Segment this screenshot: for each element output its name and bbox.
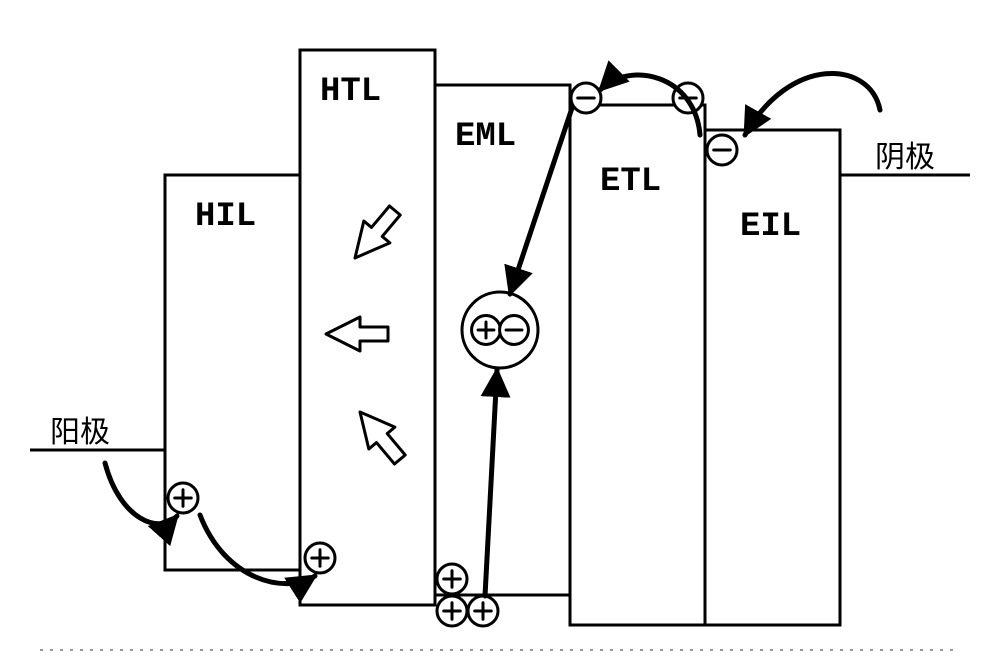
layer-htl-label: HTL bbox=[320, 73, 381, 111]
hole-2 bbox=[437, 564, 467, 594]
exciton-electron bbox=[500, 316, 529, 345]
cathode-label: 阴极 bbox=[875, 141, 935, 174]
hole-0 bbox=[168, 483, 198, 513]
exciton-hole bbox=[472, 316, 501, 345]
hole-1 bbox=[305, 543, 335, 573]
hole-3 bbox=[437, 596, 467, 626]
layer-eil-label: EIL bbox=[740, 208, 801, 246]
hole-4 bbox=[468, 596, 498, 626]
electron-0 bbox=[571, 83, 601, 113]
layer-eil bbox=[705, 130, 840, 625]
layer-etl-label: ETL bbox=[600, 163, 661, 201]
anode-label: 阳极 bbox=[50, 416, 110, 449]
electron-2 bbox=[707, 135, 737, 165]
layer-hil-label: HIL bbox=[195, 198, 256, 236]
layer-eml-label: EML bbox=[455, 118, 516, 156]
